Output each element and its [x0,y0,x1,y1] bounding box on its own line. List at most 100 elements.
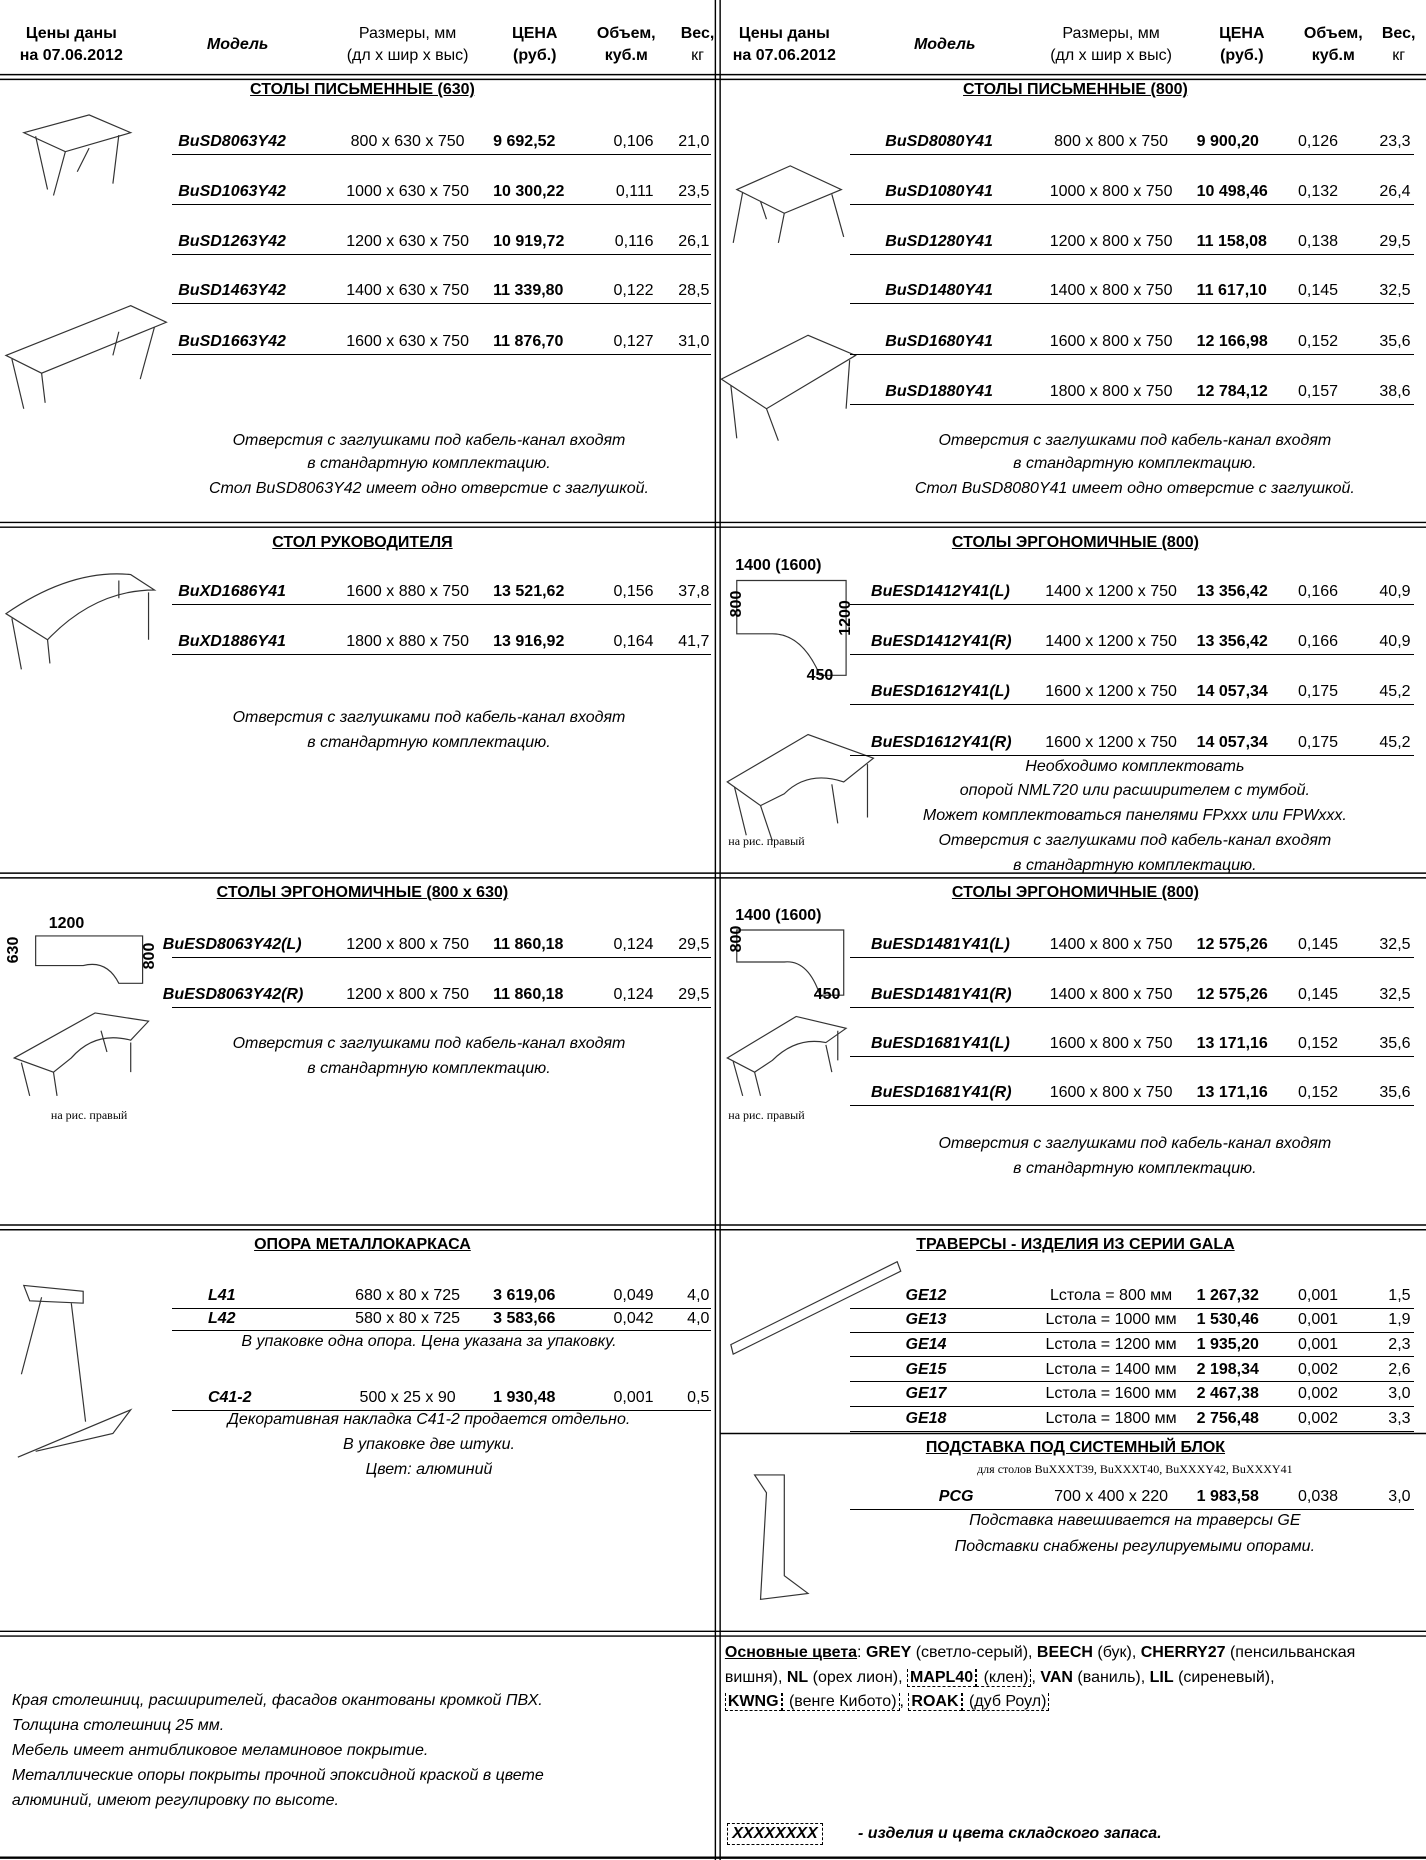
price: 1 530,46 [1196,1310,1259,1328]
row-rule [849,1331,1415,1333]
colors-line: KWNG (венге Кибото), ROAK (дуб Роул) [724,1693,1050,1712]
color-segment: вишня), [724,1668,787,1686]
note: Отверстия с заглушками под кабель-канал … [938,1135,1332,1153]
header-cell: ЦЕНА [1219,25,1265,43]
row-rule [172,203,711,205]
volume: 0,152 [1298,333,1339,351]
size: 1000 x 630 x 750 [346,182,469,200]
size: 1400 x 1200 x 750 [1045,633,1177,651]
diagram-label: 800 [727,590,745,618]
price: 14 057,34 [1196,682,1268,700]
weight: 23,5 [678,182,710,200]
row-rule [172,303,711,305]
size: 1600 x 880 x 750 [346,583,469,601]
header-cell: куб.м [604,46,648,64]
row-rule [172,1307,711,1309]
price: 12 166,98 [1196,333,1268,351]
color-segment: (дуб Роул) [961,1693,1050,1712]
price: 11 876,70 [493,333,564,351]
price: 11 158,08 [1196,232,1267,250]
size: 680 x 80 x 725 [355,1287,461,1305]
section-title: ТРАВЕРСЫ - ИЗДЕЛИЯ ИЗ СЕРИИ GALA [916,1236,1235,1254]
size: 1400 x 1200 x 750 [1045,583,1177,601]
model: BuSD8063Y42 [178,133,286,151]
price: 12 575,26 [1196,986,1268,1004]
note: Стол BuSD8063Y42 имеет одно отверстие с … [208,480,649,498]
row-rule [849,1356,1415,1358]
volume: 0,166 [1298,583,1339,601]
row-rule [849,957,1415,959]
price: 13 171,16 [1196,1034,1268,1052]
section-title: СТОЛЫ ЭРГОНОМИЧНЫЕ (800) [951,533,1199,551]
price: 12 784,12 [1196,383,1268,401]
weight: 4,0 [687,1287,710,1305]
weight: 40,9 [1379,583,1411,601]
color-segment: Основные цвета [724,1643,858,1661]
section-title: ПОДСТАВКА ПОД СИСТЕМНЫЙ БЛОК [925,1438,1226,1456]
price: 1 935,20 [1196,1335,1259,1353]
color-segment: (бук), [1092,1643,1141,1661]
diagram-label: на рис. правый [50,1107,128,1122]
row-rule [849,1509,1415,1511]
weight: 3,0 [1388,1488,1411,1506]
size: Lстола = 1800 мм [1045,1410,1177,1428]
note: в стандартную комплектацию. [1013,455,1257,473]
size: 1000 x 800 x 750 [1049,182,1173,200]
diagram-label: 1200 [48,915,85,933]
model: BuSD1063Y42 [178,182,286,200]
size: Lстола = 1400 мм [1045,1360,1177,1378]
weight: 21,0 [678,133,710,151]
weight: 28,5 [678,282,710,300]
model: GE12 [905,1287,947,1305]
color-segment: (светло-серый), [911,1643,1037,1661]
size: 1200 x 630 x 750 [346,232,469,250]
weight: 31,0 [678,333,710,351]
header-cell: кг [691,46,704,64]
size: 500 x 25 x 90 [359,1388,456,1406]
row-rule [172,354,711,356]
color-segment: (орех лион) [808,1668,899,1686]
price: 1 267,32 [1196,1287,1259,1305]
color-segment: (пенсильванская [1225,1643,1356,1661]
model: BuXD1886Y41 [178,633,286,651]
price: 2 756,48 [1196,1410,1259,1428]
note: В упаковке две штуки. [343,1436,515,1454]
header-cell: Размеры, мм [358,25,457,43]
diagram-label: 1200 [837,600,855,637]
size: 1200 x 800 x 750 [346,986,469,1004]
color-segment: (сиреневый), [1173,1668,1275,1686]
weight: 41,7 [678,633,710,651]
model: BuESD8063Y42(R) [162,986,304,1004]
header-cell: Модель [206,36,269,54]
header-cell: куб.м [1311,46,1355,64]
size: Lстола = 1600 мм [1045,1385,1177,1403]
price: 11 339,80 [493,282,564,300]
diagram-label: на рис. правый [728,1107,805,1122]
size: 1400 x 800 x 750 [1049,282,1173,300]
volume: 0,049 [613,1287,654,1305]
footer-note: Толщина столешниц 25 мм. [11,1717,225,1735]
size: 1600 x 800 x 750 [1049,1084,1173,1102]
model: GE14 [905,1335,947,1353]
volume: 0,116 [614,232,654,250]
volume: 0,145 [1298,986,1339,1004]
color-segment: CHERRY27 [1140,1643,1226,1661]
weight: 3,3 [1388,1410,1411,1428]
color-segment: (клен) [976,1668,1032,1687]
volume: 0,126 [1298,133,1339,151]
weight: 2,6 [1388,1360,1411,1378]
size: 1800 x 800 x 750 [1049,383,1173,401]
volume: 0,127 [613,333,654,351]
header-cell: Цены даны [25,25,117,43]
volume: 0,002 [1298,1410,1339,1428]
header-cell: (руб.) [513,46,557,64]
volume: 0,002 [1298,1360,1339,1378]
model: BuSD1663Y42 [178,333,286,351]
weight: 26,4 [1379,182,1411,200]
row-rule [172,957,711,959]
price: 13 356,42 [1196,633,1268,651]
color-segment: (венге Кибото) [781,1693,900,1712]
row-rule [849,203,1415,205]
volume: 0,157 [1298,383,1339,401]
row-rule [849,1307,1415,1309]
